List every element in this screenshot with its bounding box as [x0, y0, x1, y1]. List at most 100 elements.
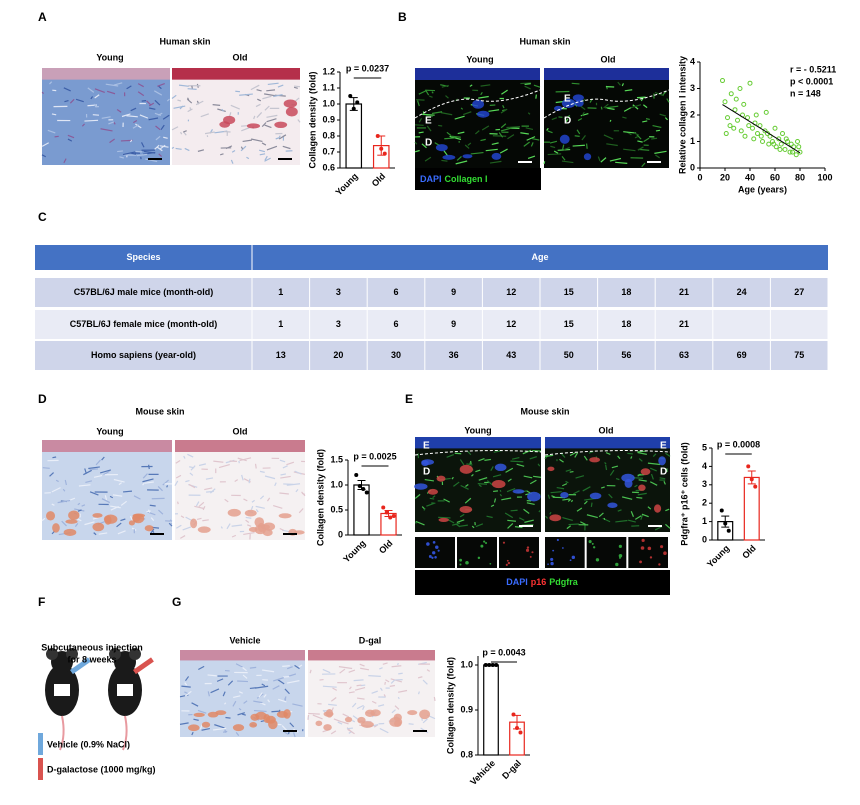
- data-point: [358, 484, 362, 488]
- y-tick-label: 0.7: [322, 146, 335, 156]
- fiber: [548, 154, 561, 155]
- panel-label: C: [38, 210, 47, 224]
- structure: [284, 99, 297, 107]
- data-point: [756, 132, 760, 136]
- tissue-label: E: [425, 116, 432, 127]
- structure: [414, 483, 427, 489]
- fiber: [438, 517, 450, 518]
- structure: [249, 722, 257, 728]
- table-cell: 27: [794, 287, 804, 297]
- fiber: [84, 120, 98, 121]
- data-point: [797, 145, 801, 149]
- scale-bar: [413, 730, 427, 732]
- fiber: [455, 453, 462, 454]
- channel-signal: [530, 556, 532, 558]
- micrograph: [308, 650, 435, 737]
- structure: [389, 717, 402, 727]
- data-point: [352, 107, 356, 111]
- structure: [549, 514, 561, 521]
- data-point: [721, 79, 725, 83]
- structure: [274, 122, 287, 128]
- fiber: [246, 517, 252, 518]
- structure: [527, 492, 540, 502]
- panel-title: Human skin: [159, 36, 210, 46]
- x-tick-label: Vehicle: [468, 758, 497, 787]
- y-axis-label: Collagen density (fold): [445, 657, 455, 754]
- table-cell: 20: [333, 350, 343, 360]
- structure: [223, 116, 235, 124]
- fiber: [656, 130, 660, 131]
- fiber: [52, 457, 56, 458]
- channel-signal: [489, 563, 491, 565]
- panel-label: B: [398, 10, 407, 24]
- panel-label: E: [405, 392, 413, 406]
- structure: [590, 493, 602, 499]
- structure: [607, 503, 617, 508]
- scale-bar: [278, 158, 292, 160]
- mouse-illustrations: [38, 648, 154, 780]
- channel-signal: [615, 563, 618, 566]
- channel-signal: [619, 545, 622, 548]
- channel-signal: [552, 550, 554, 552]
- fiber: [55, 136, 59, 137]
- structure: [460, 506, 473, 513]
- data-point: [752, 137, 756, 141]
- channel-signal: [550, 562, 553, 565]
- data-point: [739, 129, 743, 133]
- fiber: [225, 717, 230, 718]
- data-point: [383, 152, 387, 156]
- data-point: [783, 147, 787, 151]
- data-point: [727, 529, 731, 533]
- data-point: [754, 113, 758, 117]
- tissue-label: D: [425, 138, 432, 149]
- structure: [326, 709, 333, 718]
- fiber: [354, 680, 364, 681]
- tissue-surface: [544, 68, 669, 80]
- fiber: [591, 503, 592, 507]
- fiber: [237, 681, 248, 682]
- structure: [65, 519, 77, 523]
- x-tick-label: D-gal: [500, 758, 523, 781]
- table-cell: 13: [276, 350, 286, 360]
- y-tick-label: 1.5: [330, 454, 343, 464]
- data-point: [764, 110, 768, 114]
- scale-bar: [647, 161, 661, 163]
- image-label: Old: [233, 426, 248, 436]
- bar: [346, 104, 361, 168]
- structure: [286, 107, 298, 117]
- data-point: [778, 147, 782, 151]
- fiber: [478, 484, 487, 485]
- fiber: [90, 469, 98, 470]
- data-point: [376, 134, 380, 138]
- data-point: [761, 140, 765, 144]
- data-point: [379, 147, 383, 151]
- data-point: [796, 140, 800, 144]
- fiber: [308, 713, 320, 714]
- data-point: [747, 124, 751, 128]
- table-row-header: C57BL/6J female mice (month-old): [70, 319, 218, 329]
- y-axis-label: Pdgfra⁺ p16⁺ cells (fold): [679, 442, 689, 546]
- structure: [145, 525, 154, 531]
- structure: [419, 709, 430, 719]
- panel-title: Mouse skin: [520, 406, 569, 416]
- data-point: [742, 102, 746, 106]
- fiber: [510, 461, 523, 462]
- structure: [198, 526, 211, 533]
- data-point: [519, 731, 523, 735]
- structure: [547, 467, 554, 471]
- treatment-label: Vehicle (0.9% NaCl): [47, 739, 130, 749]
- micrograph-bg: [544, 68, 669, 168]
- channel-signal: [435, 545, 438, 548]
- fiber: [438, 125, 442, 126]
- channel-signal: [648, 547, 652, 551]
- fiber: [188, 89, 197, 90]
- y-tick-label: 0.9: [460, 704, 473, 714]
- table-cell: 75: [794, 350, 804, 360]
- fiber: [569, 524, 579, 525]
- fiber: [409, 724, 414, 725]
- fiber: [213, 105, 220, 106]
- structure: [188, 724, 200, 731]
- fiber: [250, 667, 256, 668]
- data-point: [381, 506, 385, 510]
